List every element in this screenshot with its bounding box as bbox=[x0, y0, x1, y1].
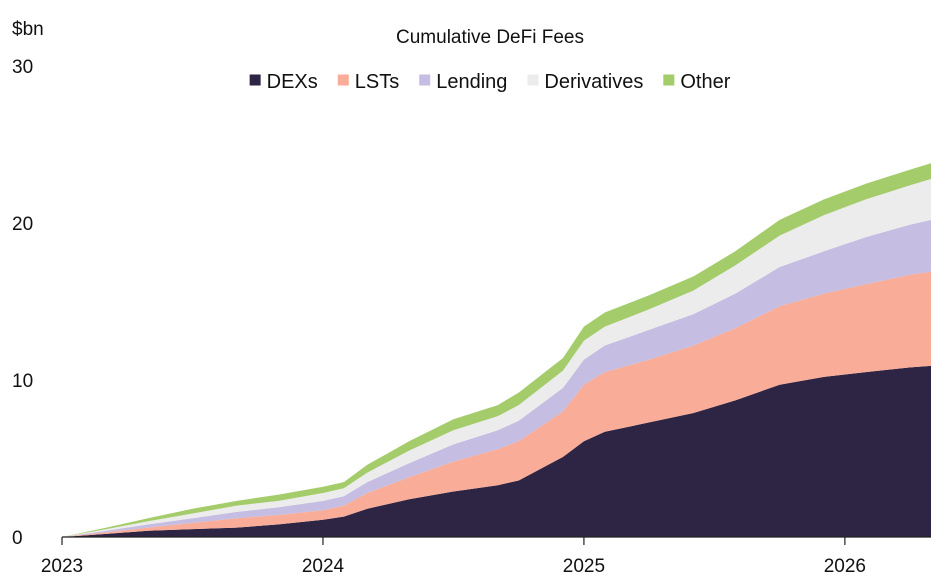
legend-swatch bbox=[419, 74, 431, 86]
legend-item-lending: Lending bbox=[419, 71, 507, 93]
y-tick-label: 0 bbox=[12, 528, 23, 549]
area-lending bbox=[62, 219, 931, 537]
legend: DEXs LSTs Lending Derivatives Other bbox=[249, 71, 731, 93]
legend-label: Lending bbox=[436, 71, 507, 93]
legend-label: LSTs bbox=[355, 71, 399, 93]
x-tick-label: 2023 bbox=[41, 556, 83, 577]
chart-title: Cumulative DeFi Fees bbox=[396, 27, 584, 48]
legend-item-lsts: LSTs bbox=[337, 71, 399, 93]
x-tick-label: 2025 bbox=[563, 556, 605, 577]
y-tick-label: 10 bbox=[12, 371, 33, 392]
legend-item-derivatives: Derivatives bbox=[527, 71, 643, 93]
axes: 0 10 20 30 2023 2024 2025 2026 bbox=[12, 57, 931, 577]
legend-item-dexs: DEXs bbox=[249, 71, 318, 93]
area-dexs bbox=[62, 365, 931, 537]
area-other bbox=[62, 163, 931, 538]
legend-label: Derivatives bbox=[544, 71, 643, 93]
legend-label: Other bbox=[680, 71, 730, 93]
stacked-areas bbox=[62, 163, 931, 538]
x-tick-label: 2026 bbox=[824, 556, 866, 577]
y-tick-label: 30 bbox=[12, 57, 33, 78]
area-lsts bbox=[62, 271, 931, 537]
legend-swatch bbox=[249, 74, 261, 86]
legend-item-other: Other bbox=[663, 71, 731, 93]
y-tick-label: 20 bbox=[12, 214, 33, 235]
area-derivatives bbox=[62, 179, 931, 537]
legend-swatch bbox=[337, 74, 349, 86]
y-axis-unit-label: $bn bbox=[12, 19, 44, 40]
legend-swatch bbox=[527, 74, 539, 86]
legend-swatch bbox=[663, 74, 675, 86]
x-tick-label: 2024 bbox=[302, 556, 345, 577]
legend-label: DEXs bbox=[267, 71, 318, 93]
